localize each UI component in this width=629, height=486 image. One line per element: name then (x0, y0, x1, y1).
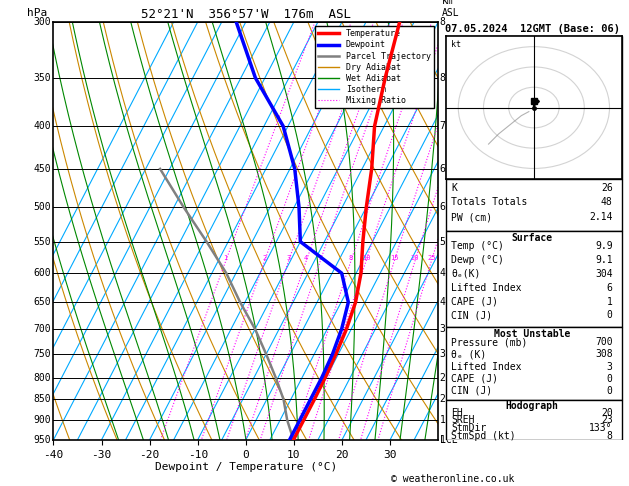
Text: 950: 950 (33, 435, 51, 445)
Text: 450: 450 (33, 164, 51, 174)
Text: 3: 3 (440, 324, 445, 334)
Legend: Temperature, Dewpoint, Parcel Trajectory, Dry Adiabat, Wet Adiabat, Isotherm, Mi: Temperature, Dewpoint, Parcel Trajectory… (315, 26, 434, 108)
Text: 8: 8 (607, 431, 613, 441)
Text: Temp (°C): Temp (°C) (452, 242, 504, 251)
Text: 26: 26 (601, 183, 613, 193)
Text: 550: 550 (33, 237, 51, 247)
Text: 133°: 133° (589, 423, 613, 433)
Text: 850: 850 (33, 395, 51, 404)
Text: 7: 7 (440, 121, 445, 131)
Text: 8: 8 (440, 73, 445, 83)
Title: 52°21'N  356°57'W  176m  ASL: 52°21'N 356°57'W 176m ASL (141, 8, 351, 21)
Text: 2: 2 (440, 372, 445, 382)
Text: 3: 3 (440, 349, 445, 359)
Text: 300: 300 (33, 17, 51, 27)
Text: km
ASL: km ASL (442, 0, 460, 17)
X-axis label: Dewpoint / Temperature (°C): Dewpoint / Temperature (°C) (155, 462, 337, 472)
Text: 15: 15 (390, 255, 399, 261)
Text: 9.9: 9.9 (595, 242, 613, 251)
Text: 3: 3 (607, 362, 613, 371)
Bar (446, 400, 622, 440)
Text: 9.1: 9.1 (595, 255, 613, 265)
Text: θₑ (K): θₑ (K) (452, 349, 487, 360)
Text: 1: 1 (440, 435, 445, 445)
Text: 6: 6 (440, 202, 445, 212)
Text: 0: 0 (607, 311, 613, 320)
Text: 4: 4 (304, 255, 308, 261)
Text: © weatheronline.co.uk: © weatheronline.co.uk (391, 473, 515, 484)
Text: 3: 3 (286, 255, 291, 261)
Text: Mixing Ratio (g/kg): Mixing Ratio (g/kg) (469, 175, 479, 287)
Text: StmSpd (kt): StmSpd (kt) (452, 431, 516, 441)
Text: 6: 6 (607, 283, 613, 293)
Text: 10: 10 (362, 255, 370, 261)
Text: 500: 500 (33, 202, 51, 212)
Text: Most Unstable: Most Unstable (494, 329, 571, 339)
Text: 750: 750 (33, 349, 51, 359)
Text: CIN (J): CIN (J) (452, 311, 493, 320)
Text: 5: 5 (440, 237, 445, 247)
Text: 1: 1 (607, 296, 613, 307)
Text: 25: 25 (427, 255, 436, 261)
Text: StmDir: StmDir (452, 423, 487, 433)
Text: 07.05.2024  12GMT (Base: 06): 07.05.2024 12GMT (Base: 06) (445, 24, 620, 34)
Bar (446, 231, 622, 327)
Text: 2.14: 2.14 (589, 212, 613, 222)
Text: SREH: SREH (452, 416, 475, 425)
Text: K: K (452, 183, 457, 193)
Text: 8: 8 (440, 17, 445, 27)
Text: 600: 600 (33, 268, 51, 278)
Text: 700: 700 (33, 324, 51, 334)
Text: 4: 4 (440, 297, 445, 307)
Text: Pressure (mb): Pressure (mb) (452, 337, 528, 347)
Text: EH: EH (452, 408, 463, 417)
Text: 20: 20 (411, 255, 420, 261)
Text: 304: 304 (595, 269, 613, 279)
Text: 8: 8 (349, 255, 353, 261)
Text: 4: 4 (440, 268, 445, 278)
Text: Dewp (°C): Dewp (°C) (452, 255, 504, 265)
Text: 20: 20 (601, 408, 613, 417)
Text: Hodograph: Hodograph (506, 401, 559, 411)
Text: CAPE (J): CAPE (J) (452, 374, 498, 383)
Text: CIN (J): CIN (J) (452, 386, 493, 396)
Text: 1: 1 (440, 415, 445, 425)
Bar (446, 327, 622, 400)
Text: 5: 5 (318, 255, 323, 261)
Text: 2: 2 (440, 395, 445, 404)
Text: 650: 650 (33, 297, 51, 307)
Text: 350: 350 (33, 73, 51, 83)
Text: 1: 1 (224, 255, 228, 261)
Text: 308: 308 (595, 349, 613, 360)
Text: 800: 800 (33, 372, 51, 382)
Text: PW (cm): PW (cm) (452, 212, 493, 222)
Text: hPa: hPa (26, 8, 47, 17)
Text: Lifted Index: Lifted Index (452, 362, 522, 371)
Text: LCL: LCL (440, 435, 457, 445)
Text: θₑ(K): θₑ(K) (452, 269, 481, 279)
Text: CAPE (J): CAPE (J) (452, 296, 498, 307)
Text: 400: 400 (33, 121, 51, 131)
Text: 0: 0 (607, 386, 613, 396)
Text: 48: 48 (601, 197, 613, 207)
Text: 0: 0 (607, 374, 613, 383)
Text: Surface: Surface (511, 233, 553, 243)
Bar (446, 36, 622, 179)
Bar (446, 179, 622, 231)
Text: kt: kt (451, 40, 460, 49)
Text: Totals Totals: Totals Totals (452, 197, 528, 207)
Text: 23: 23 (601, 416, 613, 425)
Text: 6: 6 (440, 164, 445, 174)
Text: 900: 900 (33, 415, 51, 425)
Text: Lifted Index: Lifted Index (452, 283, 522, 293)
Text: 700: 700 (595, 337, 613, 347)
Text: 2: 2 (262, 255, 267, 261)
